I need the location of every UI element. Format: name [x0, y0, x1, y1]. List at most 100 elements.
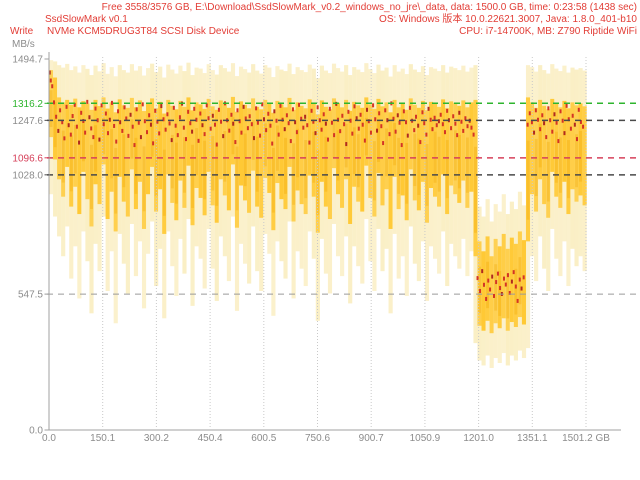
avg-point [279, 103, 282, 108]
band-core-column [122, 134, 126, 188]
avg-point [283, 127, 286, 132]
band-core-column [255, 136, 259, 192]
band-core-column [154, 139, 158, 197]
band-core-column [534, 138, 538, 197]
band-core-column [457, 134, 461, 189]
avg-point [565, 103, 568, 108]
band-core-column [405, 142, 409, 204]
inner-band-column [481, 251, 486, 331]
band-core-column [73, 125, 77, 174]
avg-point [575, 137, 578, 142]
avg-point [172, 105, 175, 110]
avg-point [137, 120, 140, 125]
inner-band-column [65, 99, 70, 167]
inner-band-column [137, 100, 143, 182]
y-tick-label: 1247.6 [12, 116, 43, 127]
band-core-column [275, 125, 279, 171]
avg-point [429, 117, 432, 122]
band-core-column [336, 130, 340, 181]
avg-point [174, 123, 177, 128]
avg-point [322, 112, 325, 117]
band-core-column [231, 117, 235, 155]
avg-point [481, 269, 484, 274]
avg-point [259, 133, 262, 138]
avg-point [53, 100, 56, 105]
inner-band-column [420, 100, 426, 182]
avg-point [139, 135, 142, 140]
avg-point [423, 121, 426, 126]
inner-band-column [93, 99, 98, 185]
avg-point [431, 127, 434, 132]
inner-band-column [230, 96, 236, 165]
avg-point [162, 117, 165, 122]
inner-band-column [340, 107, 345, 208]
inner-band-column [315, 114, 320, 233]
inner-band-column [400, 103, 405, 196]
x-tick-label: 1050.9 [410, 433, 441, 444]
avg-point [504, 282, 507, 287]
band-core-column [324, 136, 328, 192]
inner-band-column [287, 97, 292, 167]
inner-band-column [89, 109, 94, 227]
inner-band-column [243, 104, 248, 201]
avg-point [131, 124, 134, 129]
inner-band-column [554, 103, 559, 197]
avg-point [291, 107, 294, 112]
inner-band-column [57, 97, 62, 180]
avg-point [366, 107, 369, 112]
avg-point [121, 128, 124, 133]
x-tick-label: 900.7 [359, 433, 384, 444]
inner-band-column [558, 107, 563, 208]
avg-point [392, 116, 395, 121]
inner-band-column [445, 108, 450, 215]
avg-point [228, 128, 231, 133]
inner-band-column [574, 105, 579, 202]
inner-band-column [194, 102, 199, 188]
inner-band-column [521, 240, 527, 325]
inner-band-column [234, 111, 240, 228]
avg-point [262, 117, 265, 122]
avg-point [160, 104, 163, 109]
avg-point [164, 127, 167, 132]
avg-point [512, 270, 515, 275]
avg-point [487, 278, 490, 283]
avg-point [191, 129, 194, 134]
free-space-path-info: Free 3558/3576 GB, E:\Download\SsdSlowMa… [101, 2, 637, 13]
inner-band-column [578, 103, 583, 196]
avg-point [298, 102, 301, 107]
inner-band-column [299, 105, 304, 205]
inner-band-column [501, 233, 506, 319]
avg-point [555, 120, 558, 125]
avg-point [380, 124, 383, 129]
avg-point [213, 122, 216, 127]
avg-point [115, 139, 118, 144]
inner-band-column [259, 109, 264, 218]
avg-point [351, 131, 354, 136]
avg-point [256, 120, 259, 125]
avg-point [203, 132, 206, 137]
avg-point [518, 277, 521, 282]
avg-point [73, 102, 76, 107]
inner-band-column [150, 98, 155, 167]
inner-band-column [69, 104, 74, 207]
avg-point [464, 116, 467, 121]
inner-band-column [255, 106, 260, 207]
avg-point [310, 108, 313, 113]
avg-point [404, 120, 407, 125]
avg-point [462, 128, 465, 133]
inner-band-column [146, 102, 151, 195]
y-axis-unit-label: MB/s [12, 39, 35, 50]
disk-device-label: NVMe KCM5DRUG3T84 SCSI Disk Device [47, 26, 240, 37]
avg-point [539, 127, 542, 132]
avg-point [250, 122, 253, 127]
avg-point [582, 124, 585, 129]
band-core-column [296, 128, 300, 178]
avg-point [273, 109, 276, 114]
band-core-column [316, 149, 320, 215]
avg-point [197, 138, 200, 143]
inner-band-column [546, 109, 551, 218]
band-core-column [110, 129, 114, 179]
avg-point [443, 130, 446, 135]
avg-point [408, 105, 411, 110]
inner-band-column [473, 99, 478, 257]
